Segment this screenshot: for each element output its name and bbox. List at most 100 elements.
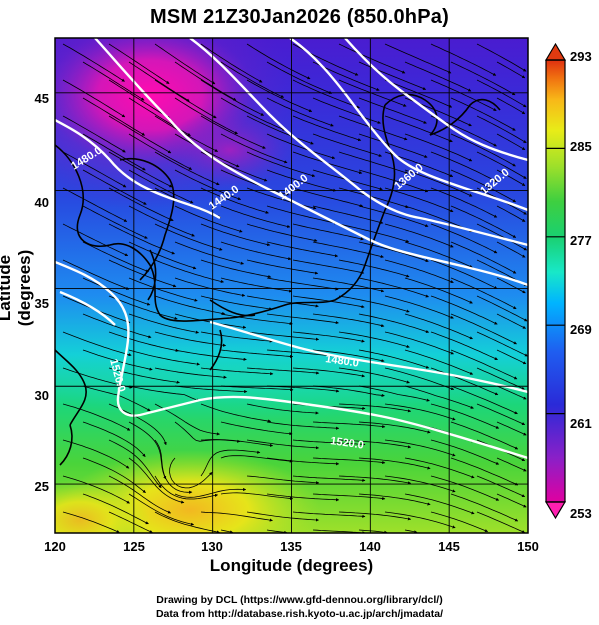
streamline — [450, 205, 517, 238]
streamline — [384, 367, 455, 391]
streamline — [154, 115, 219, 152]
streamline — [128, 133, 193, 170]
streamline — [246, 187, 317, 210]
streamline — [266, 133, 336, 160]
streamline — [430, 223, 498, 254]
y-tick-label: 45 — [35, 91, 49, 106]
streamline — [108, 295, 178, 320]
colorbar-tick-label: 269 — [570, 322, 592, 337]
streamline — [266, 421, 340, 430]
streamline — [62, 43, 125, 82]
streamline — [82, 241, 149, 273]
streamline — [82, 421, 146, 458]
streamline — [246, 511, 320, 522]
y-tick-label: 25 — [35, 479, 49, 494]
streamline — [174, 385, 248, 394]
streamline — [108, 223, 175, 255]
streamline — [246, 259, 319, 275]
streamline — [108, 259, 177, 288]
streamline — [128, 61, 190, 102]
streamline — [108, 151, 173, 188]
streamline — [82, 457, 146, 494]
streamline — [220, 455, 293, 463]
colorbar: 293 285 277 269 261 253 — [544, 42, 592, 521]
streamline — [128, 493, 195, 526]
streamline — [384, 475, 456, 493]
streamline — [246, 403, 319, 415]
streamline — [404, 61, 472, 92]
streamline — [430, 79, 497, 111]
streamline — [154, 79, 217, 119]
streamline — [338, 511, 412, 521]
streamline — [312, 493, 386, 501]
streamline — [338, 475, 412, 485]
streamline — [174, 97, 238, 135]
streamline — [154, 511, 221, 533]
streamline — [404, 277, 473, 304]
y-axis-title: Latitude (degrees) — [0, 249, 34, 327]
streamline — [292, 439, 366, 446]
streamline — [384, 115, 453, 143]
streamline — [496, 421, 527, 436]
streamline — [430, 43, 497, 76]
streamline — [82, 133, 146, 171]
map-frame — [54, 37, 529, 534]
x-tick-label: 125 — [123, 539, 145, 554]
streamline — [266, 457, 340, 466]
streamline — [154, 367, 227, 379]
streamline — [174, 205, 243, 233]
streamline — [358, 493, 431, 506]
streamline — [200, 43, 263, 83]
streamline — [384, 223, 454, 248]
streamline — [220, 205, 291, 228]
streamline — [358, 313, 430, 333]
streamline — [266, 169, 337, 192]
streamline — [338, 43, 406, 74]
streamline — [358, 457, 431, 470]
streamline — [62, 259, 130, 290]
streamline — [266, 277, 339, 291]
y-tick-labels: 25 30 35 40 45 — [35, 91, 49, 494]
x-tick-label: 135 — [280, 539, 302, 554]
streamline — [404, 349, 474, 375]
streamline — [220, 349, 294, 358]
streamline — [338, 367, 410, 384]
colorbar-tick-label: 277 — [570, 233, 592, 248]
colorbar-gradient — [545, 59, 566, 503]
streamline — [62, 115, 126, 153]
streamline — [430, 331, 498, 360]
streamline — [450, 277, 517, 310]
streamline — [430, 475, 500, 501]
streamline — [220, 241, 292, 261]
streamline — [430, 187, 498, 218]
streamline — [62, 403, 131, 431]
streamline — [174, 133, 240, 168]
streamline — [384, 43, 452, 74]
streamline — [128, 205, 195, 237]
streamline — [338, 403, 412, 413]
streamline — [246, 223, 318, 242]
streamline — [128, 277, 198, 302]
streamline — [128, 421, 167, 480]
streamline — [496, 457, 527, 472]
streamline — [450, 133, 516, 167]
streamline — [358, 385, 430, 402]
streamline — [312, 385, 385, 397]
streamline — [246, 439, 320, 450]
map-grid — [55, 38, 528, 533]
streamline — [450, 169, 517, 203]
streamline — [200, 449, 261, 477]
streamline — [496, 205, 526, 222]
streamline — [154, 331, 227, 347]
streamline — [82, 205, 148, 239]
colorbar-tick-label: 293 — [570, 49, 592, 64]
streamline — [82, 493, 149, 525]
streamline — [108, 187, 174, 222]
streamline — [220, 421, 293, 436]
streamline — [246, 115, 314, 145]
streamline — [430, 511, 489, 533]
streamline — [220, 529, 234, 533]
streamline — [220, 313, 293, 326]
streamline — [220, 133, 288, 164]
